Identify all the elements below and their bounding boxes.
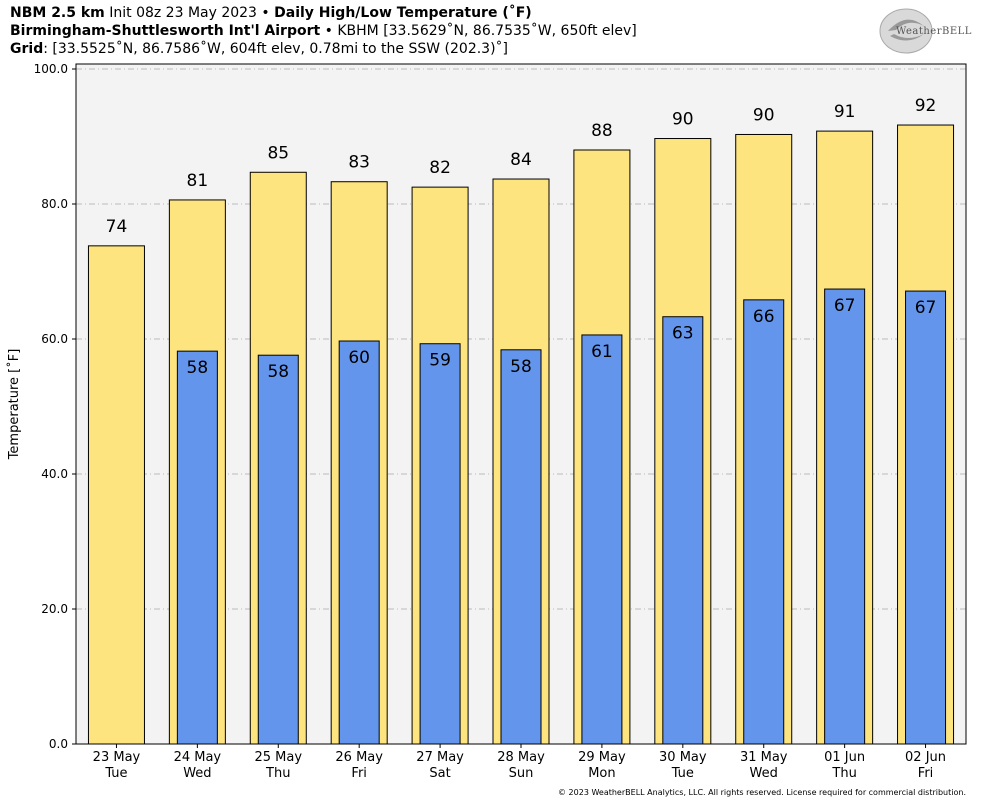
high-temp-label: 91 (834, 102, 856, 122)
copyright-footer: © 2023 WeatherBELL Analytics, LLC. All r… (558, 788, 966, 797)
high-temp-bar (87, 245, 145, 745)
low-temp-label: 58 (510, 357, 532, 377)
low-temp-bar (743, 299, 785, 745)
low-temp-label: 61 (591, 342, 613, 362)
high-temp-label: 92 (915, 96, 937, 116)
chart-title: Daily High/Low Temperature (˚F) (274, 5, 532, 21)
x-tick-day: Tue (104, 766, 127, 781)
high-temp-label: 88 (591, 121, 613, 141)
high-temp-label: 82 (429, 158, 451, 178)
low-temp-bar (905, 290, 947, 745)
station-name: Birmingham-Shuttlesworth Int'l Airport (10, 23, 321, 39)
x-tick-date: 30 May (659, 750, 707, 765)
high-temp-label: 90 (753, 105, 775, 125)
y-tick-label: 20.0 (41, 602, 68, 616)
low-temp-label: 66 (753, 307, 775, 327)
station-info: • KBHM [33.5629˚N, 86.7535˚W, 650ft elev… (320, 23, 637, 39)
x-tick-date: 29 May (578, 750, 626, 765)
y-tick-label: 100.0 (34, 62, 68, 76)
y-axis-label: Temperature [˚F] (6, 349, 22, 461)
y-axis: 0.0 20.0 40.0 60.0 80.0 100.0 (34, 62, 76, 751)
swirl-logo-icon (879, 8, 933, 54)
x-tick-date: 31 May (740, 750, 788, 765)
high-temp-label: 85 (267, 143, 289, 163)
high-temp-label: 90 (672, 110, 694, 130)
x-tick-day: Thu (265, 766, 290, 781)
low-temp-bar (824, 288, 866, 745)
x-tick-day: Thu (831, 766, 856, 781)
x-tick-date: 25 May (254, 750, 302, 765)
y-tick-label: 80.0 (41, 197, 68, 211)
grid-info: : [33.5525˚N, 86.7586˚W, 604ft elev, 0.7… (43, 41, 509, 57)
bars (87, 124, 955, 745)
low-temp-bar (338, 340, 380, 745)
low-temp-label: 58 (267, 362, 289, 382)
x-tick-date: 26 May (335, 750, 383, 765)
x-tick-date: 23 May (93, 750, 141, 765)
header-line-3: Grid: [33.5525˚N, 86.7586˚W, 604ft elev,… (10, 41, 508, 58)
x-tick-day: Wed (750, 766, 778, 781)
x-tick-day: Wed (183, 766, 211, 781)
high-temp-label: 81 (187, 171, 209, 191)
header-line-1: NBM 2.5 km Init 08z 23 May 2023 • Daily … (10, 5, 532, 22)
high-temp-label: 84 (510, 150, 532, 170)
low-temp-label: 63 (672, 324, 694, 344)
model-name: NBM 2.5 km (10, 5, 105, 21)
weatherbell-logo: WeatherBELL (878, 6, 972, 56)
x-tick-date: 02 Jun (905, 750, 946, 765)
y-tick-label: 40.0 (41, 467, 68, 481)
x-tick-date: 28 May (497, 750, 545, 765)
low-temp-label: 58 (187, 358, 209, 378)
x-tick-day: Fri (351, 766, 367, 781)
init-time: Init 08z 23 May 2023 • (104, 5, 275, 21)
x-tick-day: Sun (509, 766, 534, 781)
x-tick-day: Mon (588, 766, 615, 781)
low-temp-label: 60 (348, 348, 370, 368)
high-temp-label: 74 (106, 217, 128, 237)
low-temp-bar (662, 316, 704, 745)
x-tick-date: 01 Jun (824, 750, 865, 765)
x-tick-day: Tue (671, 766, 694, 781)
x-tick-day: Sat (429, 766, 450, 781)
low-temp-bar (500, 349, 542, 745)
y-tick-label: 60.0 (41, 332, 68, 346)
low-temp-bar (419, 343, 461, 745)
high-temp-label: 83 (348, 153, 370, 173)
grid-label: Grid (10, 41, 44, 57)
low-temp-bar (257, 354, 299, 745)
header-line-2: Birmingham-Shuttlesworth Int'l Airport •… (10, 23, 637, 40)
low-temp-label: 59 (429, 351, 451, 371)
logo-text: WeatherBELL (896, 26, 972, 37)
low-temp-label: 67 (834, 296, 856, 316)
x-tick-day: Fri (918, 766, 934, 781)
bar-labels: 74 81 58 85 58 83 60 82 59 84 58 88 61 90 63 90 66 91 67 92… (106, 96, 937, 382)
x-tick-date: 27 May (416, 750, 464, 765)
low-temp-label: 67 (915, 298, 937, 318)
low-temp-bar (176, 350, 218, 745)
low-temp-bar (581, 334, 623, 745)
x-tick-date: 24 May (174, 750, 222, 765)
y-tick-label: 0.0 (49, 737, 68, 751)
